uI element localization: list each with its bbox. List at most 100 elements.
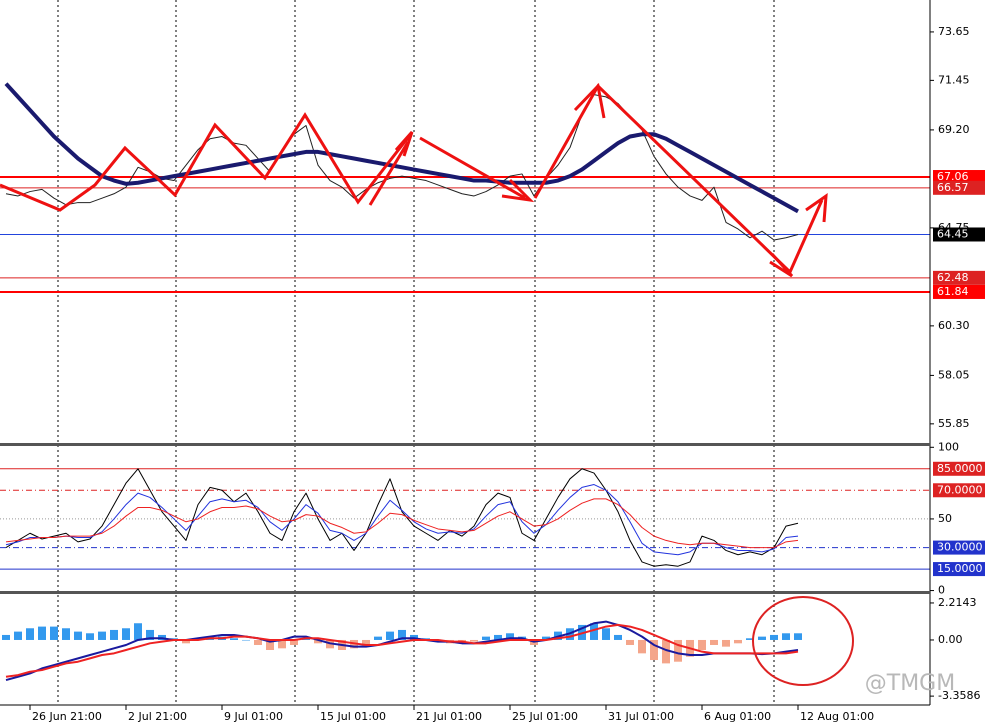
histogram-bar bbox=[662, 639, 670, 664]
histogram-bar bbox=[14, 631, 22, 640]
y-tick-label: 0 bbox=[938, 584, 945, 597]
level-label-bg bbox=[933, 562, 985, 577]
level-label-bg bbox=[933, 461, 985, 476]
histogram-bar bbox=[242, 639, 250, 641]
highlight-circle bbox=[752, 596, 854, 686]
panel-separator bbox=[0, 591, 930, 594]
x-tick-label: 21 Jul 01:00 bbox=[416, 710, 482, 723]
histogram-bar bbox=[290, 639, 298, 645]
histogram-bar bbox=[506, 633, 514, 640]
x-tick-label: 15 Jul 01:00 bbox=[320, 710, 386, 723]
histogram-bar bbox=[254, 639, 262, 645]
histogram-bar bbox=[746, 638, 754, 640]
histogram-bar bbox=[770, 634, 778, 640]
watermark: @TMGM bbox=[865, 671, 955, 696]
histogram-bar bbox=[98, 631, 106, 640]
histogram-bar bbox=[722, 639, 730, 647]
histogram-bar bbox=[230, 638, 238, 640]
panel-borders bbox=[0, 0, 931, 706]
panel: 73.6571.4569.2064.7560.3058.0555.8567.06… bbox=[0, 25, 985, 430]
x-tick-label: 9 Jul 01:00 bbox=[224, 710, 283, 723]
histogram-bar bbox=[710, 639, 718, 645]
histogram-bar bbox=[758, 636, 766, 640]
y-tick-label: 58.05 bbox=[938, 368, 970, 381]
y-tick-label: 69.20 bbox=[938, 123, 970, 136]
x-tick-label: 2 Jul 21:00 bbox=[128, 710, 187, 723]
y-tick-label: 71.45 bbox=[938, 73, 970, 86]
histogram-bar bbox=[590, 623, 598, 640]
annotation-arrows bbox=[0, 82, 828, 278]
series-line bbox=[5, 484, 799, 556]
level-label: 67.06 bbox=[937, 170, 969, 183]
series-line bbox=[5, 468, 799, 567]
panel: 100 50 0 85.0000 70.0000 30.0000 15.0000 bbox=[0, 440, 985, 597]
level-label-bg bbox=[933, 540, 985, 555]
zigzag bbox=[0, 112, 412, 212]
histogram-bar bbox=[134, 623, 142, 640]
series-line bbox=[5, 94, 799, 241]
x-tick-label: 25 Jul 01:00 bbox=[512, 710, 578, 723]
histogram-bar bbox=[638, 639, 646, 654]
histogram-bar bbox=[278, 639, 286, 649]
level-label: 30.0000 bbox=[937, 541, 983, 554]
x-tick-label: 6 Aug 01:00 bbox=[704, 710, 771, 723]
histogram-bar bbox=[794, 633, 802, 640]
histogram-bar bbox=[314, 639, 322, 644]
y-tick-label: 100 bbox=[938, 440, 959, 453]
histogram-bar bbox=[182, 639, 190, 644]
arrow bbox=[533, 83, 828, 275]
arrow bbox=[419, 136, 535, 203]
level-label-bg bbox=[933, 170, 985, 185]
histogram-bar bbox=[542, 636, 550, 640]
histogram-bar bbox=[782, 633, 790, 640]
level-label: 61.84 bbox=[937, 285, 969, 298]
histogram-bar bbox=[62, 628, 70, 640]
arrow bbox=[368, 131, 414, 206]
histogram-bar bbox=[698, 639, 706, 651]
level-label: 85.0000 bbox=[937, 462, 983, 475]
panel: 2.2143 0.00 -3.3586 26 Jun 21:00 2 Jul 21:00… bbox=[2, 596, 980, 723]
level-label-bg bbox=[933, 180, 985, 195]
histogram-bar bbox=[122, 628, 130, 640]
histogram-bar bbox=[86, 633, 94, 640]
level-label-bg bbox=[933, 483, 985, 498]
histogram-bar bbox=[626, 639, 634, 645]
histogram-bar bbox=[26, 628, 34, 640]
series-line bbox=[5, 620, 799, 682]
histogram-bar bbox=[482, 636, 490, 640]
series-line bbox=[5, 623, 799, 678]
histogram-bar bbox=[146, 629, 154, 640]
arrow-head bbox=[769, 252, 794, 278]
y-tick-label: -3.3586 bbox=[938, 689, 980, 702]
histogram-bar bbox=[362, 639, 370, 645]
histogram-bar bbox=[398, 629, 406, 640]
x-tick-label: 12 Aug 01:00 bbox=[800, 710, 874, 723]
series-line bbox=[4, 82, 799, 214]
histogram-bar bbox=[266, 639, 274, 651]
level-label-bg bbox=[933, 284, 985, 299]
y-tick-label: 73.65 bbox=[938, 25, 970, 38]
histogram-bar bbox=[470, 639, 478, 642]
level-label: 70.0000 bbox=[937, 483, 983, 496]
y-tick-label: 2.2143 bbox=[938, 596, 977, 609]
histogram-bar bbox=[38, 626, 46, 640]
x-tick-label: 26 Jun 21:00 bbox=[32, 710, 102, 723]
histogram-bar bbox=[734, 639, 742, 644]
level-label: 64.45 bbox=[937, 227, 969, 240]
level-label: 15.0000 bbox=[937, 562, 983, 575]
arrow-head bbox=[573, 82, 606, 119]
histogram-bar bbox=[494, 634, 502, 640]
series-line bbox=[5, 498, 799, 549]
x-tick-label: 31 Jul 01:00 bbox=[608, 710, 674, 723]
level-label: 66.57 bbox=[937, 181, 969, 194]
level-label: 62.48 bbox=[937, 271, 969, 284]
y-tick-label: 60.30 bbox=[938, 319, 970, 332]
histogram-bar bbox=[110, 629, 118, 640]
y-tick-label: 55.85 bbox=[938, 417, 970, 430]
level-label-bg bbox=[933, 270, 985, 285]
panel-separator bbox=[0, 443, 930, 446]
histogram-bar bbox=[386, 631, 394, 640]
level-label-bg bbox=[933, 227, 985, 242]
